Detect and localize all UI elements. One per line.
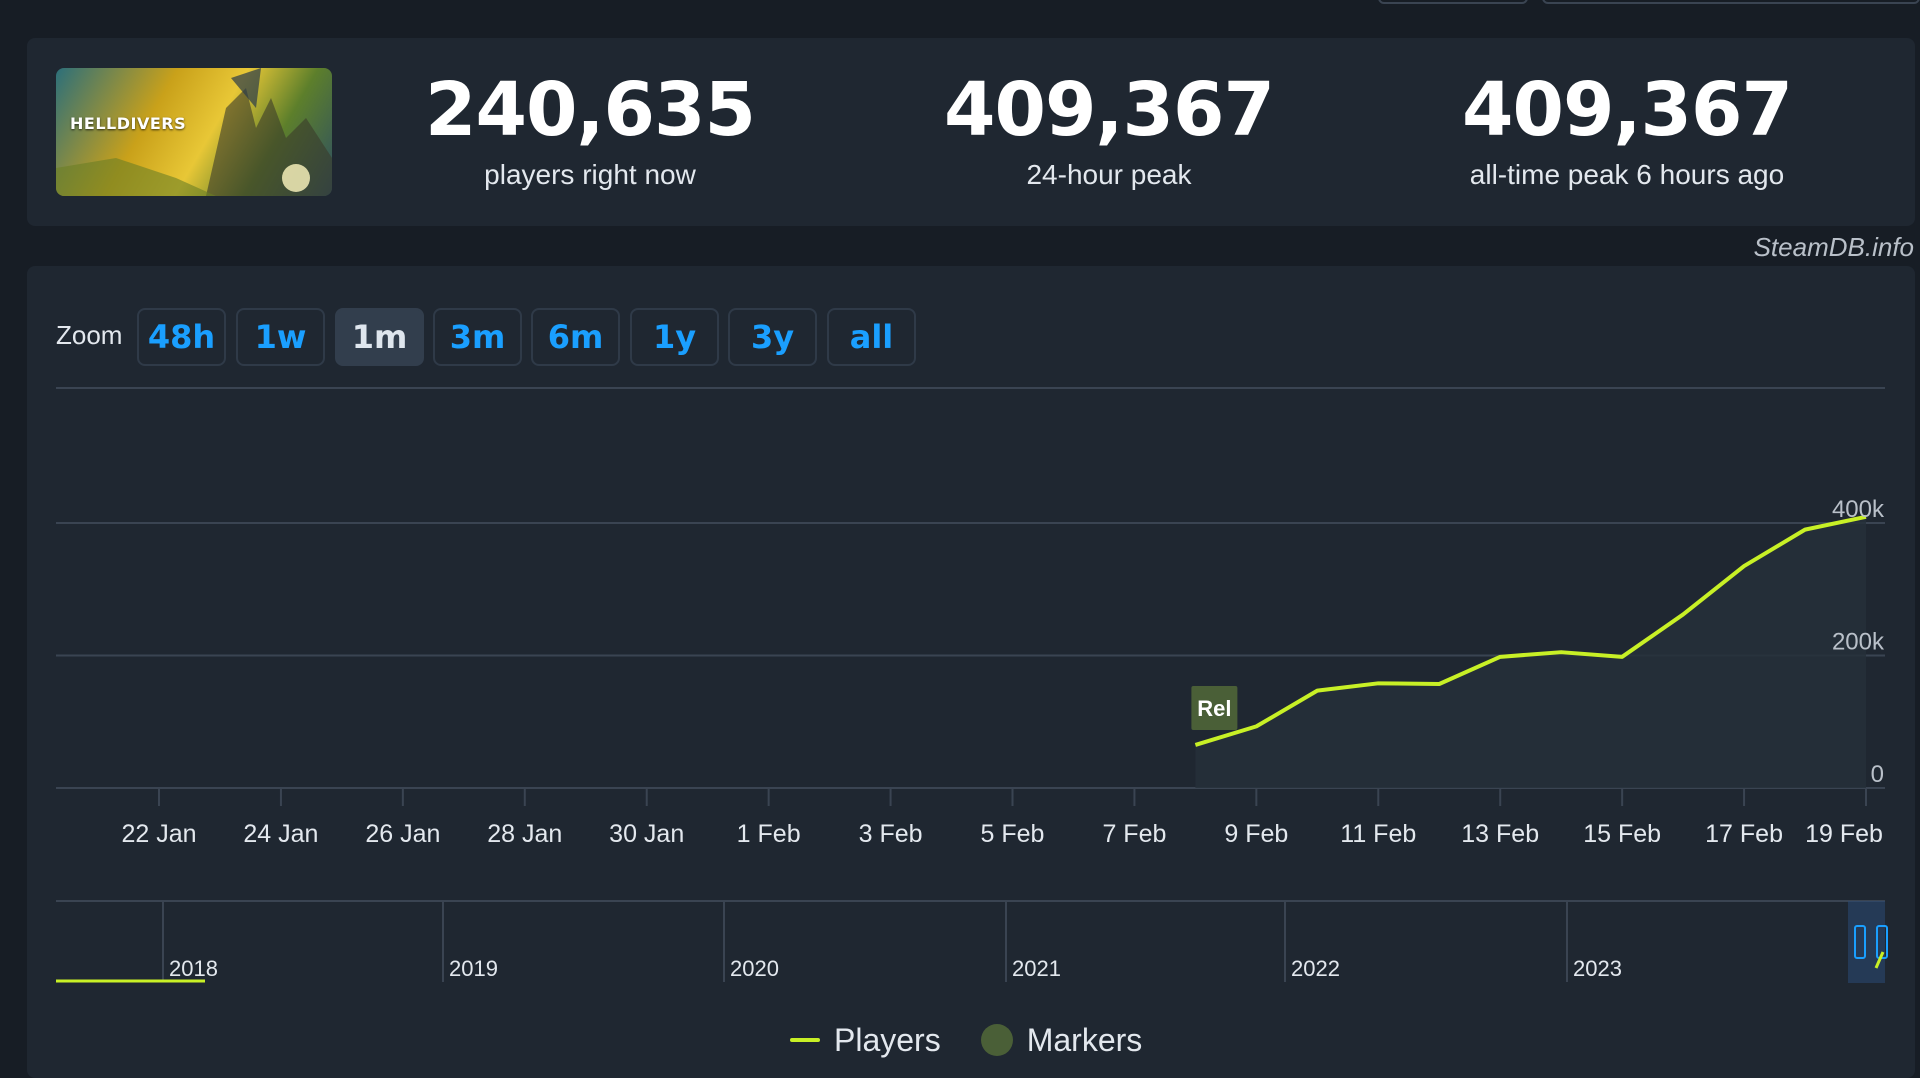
marker-box <box>1191 686 1238 730</box>
legend-item-markers[interactable]: Markers <box>980 1021 1143 1059</box>
legend-label: Markers <box>1026 1021 1143 1058</box>
x-tick-label: 5 Feb <box>981 820 1045 848</box>
navigator-layer: 2018 2019 2020 2021 2022 2023 <box>56 900 1888 983</box>
zoom-button-3y[interactable]: 3y <box>728 308 817 366</box>
stats-panel <box>27 38 1915 226</box>
zoom-button-6m[interactable]: 6m <box>531 308 620 366</box>
zoom-button-1m[interactable]: 1m <box>335 308 424 366</box>
stat-current-players: 240,635 players right now <box>380 68 800 192</box>
x-tick-label: 9 Feb <box>1224 820 1288 848</box>
x-tick-label: 28 Jan <box>487 820 562 848</box>
navigator-year-label: 2018 <box>169 956 218 981</box>
navigator-year-label: 2019 <box>449 956 498 981</box>
x-tick-label: 30 Jan <box>609 820 684 848</box>
marker-label: Rel <box>1197 696 1231 721</box>
steamdb-credit[interactable]: SteamDB.info <box>1753 232 1914 262</box>
legend-item-players[interactable]: Players <box>790 1022 941 1059</box>
navigator-year-label: 2020 <box>730 956 779 981</box>
axis-layer: 0 200k 400k 22 Jan 24 Jan 26 Jan 28 Jan 30 Jan 1… <box>121 496 1885 848</box>
x-tick-label: 7 Feb <box>1102 820 1166 848</box>
y-tick-label: 0 <box>1871 761 1884 788</box>
x-tick-label: 15 Feb <box>1583 820 1661 848</box>
zoom-button-1y[interactable]: 1y <box>630 308 719 366</box>
navigator-year-label: 2022 <box>1291 956 1340 981</box>
zoom-button-all[interactable]: all <box>827 308 916 366</box>
page-header <box>0 0 1920 36</box>
x-tick-label: 17 Feb <box>1705 820 1783 848</box>
legend-label: Players <box>834 1021 941 1058</box>
y-tick-label: 200k <box>1832 629 1885 656</box>
x-tick-label: 22 Jan <box>121 820 196 848</box>
zoom-button-3m[interactable]: 3m <box>433 308 522 366</box>
y-tick-label: 400k <box>1832 496 1885 523</box>
cover-art <box>56 68 332 196</box>
cover-logo-text: HELLDIVERS <box>70 114 187 133</box>
chart-legend: Players Markers <box>790 1020 1142 1060</box>
x-tick-label: 1 Feb <box>737 820 801 848</box>
stat-label: 24-hour peak <box>1026 159 1192 190</box>
zoom-label: Zoom <box>56 320 123 350</box>
series-area <box>1195 516 1866 788</box>
x-tick-label: 13 Feb <box>1461 820 1539 848</box>
x-tick-label: 26 Jan <box>365 820 440 848</box>
navigator-handle-icon <box>1854 925 1866 959</box>
stat-value: 240,635 <box>424 67 756 153</box>
navigator-year-label: 2023 <box>1573 956 1622 981</box>
stat-all-time-peak: 409,367 all-time peak 6 hours ago <box>1417 68 1837 192</box>
stat-label: all-time peak 6 hours ago <box>1469 159 1785 190</box>
zoom-button-48h[interactable]: 48h <box>137 308 226 366</box>
x-tick-label: 11 Feb <box>1340 820 1416 848</box>
marker-flag: Rel <box>1191 686 1238 730</box>
stat-24h-peak: 409,367 24-hour peak <box>899 68 1319 192</box>
navigator-series-end <box>1874 951 1885 969</box>
series-line-players <box>1194 514 1867 747</box>
legend-dot-icon <box>980 1024 1013 1056</box>
navigator-year-label: 2021 <box>1012 956 1061 981</box>
x-tick-label: 3 Feb <box>859 820 923 848</box>
stat-value: 409,367 <box>943 67 1275 153</box>
legend-line-icon <box>790 1038 820 1042</box>
navigator-range-mask <box>1848 901 1885 983</box>
series-layer: Rel <box>1191 514 1867 788</box>
stat-label: players right now <box>484 159 696 190</box>
game-cover-image[interactable]: HELLDIVERS <box>56 68 332 196</box>
stat-value: 409,367 <box>1461 67 1793 153</box>
zoom-button-1w[interactable]: 1w <box>236 308 325 366</box>
x-tick-label: 19 Feb <box>1805 820 1883 848</box>
x-tick-label: 24 Jan <box>243 820 318 848</box>
